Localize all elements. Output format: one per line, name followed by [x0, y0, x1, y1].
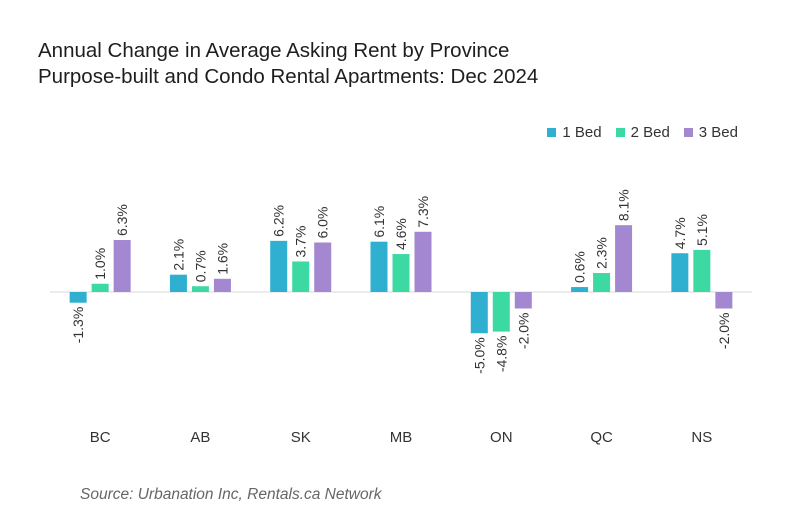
legend-swatch-3bed [683, 128, 693, 137]
legend-item-3bed: 3 Bed [683, 124, 738, 141]
data-label-bc-0: -1.3% [70, 307, 86, 344]
bar-qc-1 [593, 273, 611, 292]
bar-sk-0 [270, 240, 288, 292]
category-label-on: ON [490, 429, 513, 446]
category-label-sk: SK [291, 429, 311, 446]
chart-title-line-1: Annual Change in Average Asking Rent by … [38, 39, 510, 62]
bar-sk-2 [314, 242, 332, 292]
data-label-ns-1: 5.1% [694, 214, 710, 246]
bar-ab-2 [213, 278, 231, 292]
data-label-mb-2: 7.3% [415, 196, 431, 228]
data-label-on-2: -2.0% [515, 313, 531, 350]
category-label-ab: AB [190, 429, 210, 446]
chart-legend: 1 Bed 2 Bed 3 Bed [547, 124, 738, 141]
bar-on-1 [492, 292, 510, 332]
bar-ns-1 [693, 249, 711, 292]
bar-qc-0 [571, 287, 589, 292]
data-label-qc-0: 0.6% [572, 251, 588, 283]
bar-on-2 [514, 292, 532, 309]
legend-label-3bed: 3 Bed [698, 124, 738, 141]
bar-ns-2 [715, 292, 733, 309]
data-label-sk-2: 6.0% [315, 207, 331, 239]
bar-on-0 [470, 292, 488, 334]
data-label-mb-0: 6.1% [371, 206, 387, 238]
category-label-mb: MB [390, 429, 413, 446]
data-label-ab-0: 2.1% [170, 239, 186, 271]
bar-bc-2 [113, 240, 131, 292]
bar-mb-2 [414, 231, 432, 292]
data-label-ns-0: 4.7% [672, 217, 688, 249]
category-label-ns: NS [691, 429, 712, 446]
legend-swatch-1bed [547, 128, 557, 137]
legend-label-1bed: 1 Bed [562, 124, 602, 141]
data-label-on-1: -4.8% [493, 336, 509, 373]
data-label-qc-2: 8.1% [616, 189, 632, 221]
data-label-mb-1: 4.6% [393, 218, 409, 250]
data-label-ab-1: 0.7% [192, 250, 208, 282]
legend-item-1bed: 1 Bed [547, 124, 602, 141]
data-label-sk-0: 6.2% [271, 205, 287, 237]
bar-qc-2 [615, 225, 633, 292]
bar-ab-0 [169, 274, 187, 292]
data-label-sk-1: 3.7% [293, 226, 309, 258]
bar-sk-1 [292, 261, 310, 292]
data-label-bc-2: 6.3% [114, 204, 130, 236]
legend-swatch-2bed [615, 128, 625, 137]
bar-bc-1 [91, 283, 109, 292]
category-label-qc: QC [590, 429, 613, 446]
bar-ns-0 [671, 253, 689, 292]
bar-ab-1 [191, 286, 209, 292]
legend-item-2bed: 2 Bed [615, 124, 670, 141]
chart-title: Annual Change in Average Asking Rent by … [38, 38, 538, 90]
legend-label-2bed: 2 Bed [630, 124, 670, 141]
data-label-ns-2: -2.0% [716, 313, 732, 350]
chart-title-line-2: Purpose-built and Condo Rental Apartment… [38, 65, 539, 88]
data-label-bc-1: 1.0% [92, 248, 108, 280]
data-label-on-0: -5.0% [471, 337, 487, 374]
data-label-qc-1: 2.3% [594, 237, 610, 269]
data-label-ab-2: 1.6% [214, 243, 230, 275]
bar-mb-1 [392, 254, 410, 292]
bar-bc-0 [69, 292, 87, 303]
category-label-bc: BC [90, 429, 111, 446]
bar-mb-0 [370, 241, 388, 292]
source-note: Source: Urbanation Inc, Rentals.ca Netwo… [80, 486, 382, 503]
